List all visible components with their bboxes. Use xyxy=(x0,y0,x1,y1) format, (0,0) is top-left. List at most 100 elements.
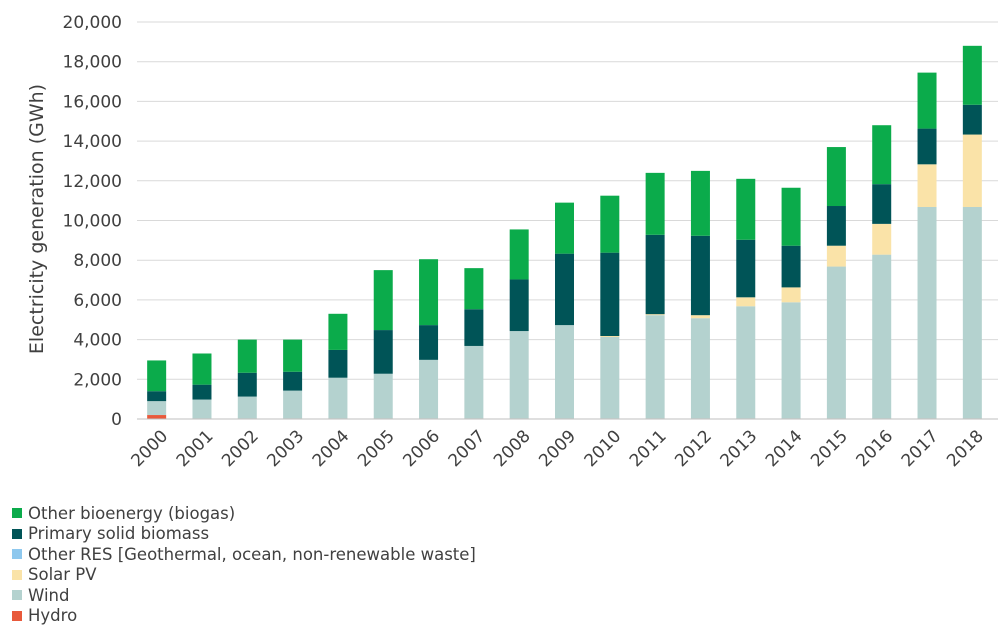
y-axis-title: Electricity generation (GWh) xyxy=(26,84,48,354)
bar-segment xyxy=(373,330,393,374)
y-tick-label: 2,000 xyxy=(73,370,122,390)
x-tick-label: 2004 xyxy=(309,426,354,471)
y-tick-label: 8,000 xyxy=(73,251,122,271)
x-tick-label: 2005 xyxy=(354,426,399,471)
legend-label: Primary solid biomass xyxy=(28,524,210,544)
x-tick-label: 2014 xyxy=(762,426,807,471)
legend-label: Solar PV xyxy=(28,565,97,585)
bar-segment xyxy=(147,391,167,402)
x-tick-label: 2002 xyxy=(218,426,263,471)
bar-segment xyxy=(283,390,303,419)
x-tick-label: 2000 xyxy=(127,426,172,471)
y-tick-label: 4,000 xyxy=(73,331,122,351)
x-tick-label: 2006 xyxy=(399,426,444,471)
bar-segment xyxy=(328,349,348,378)
y-tick-label: 20,000 xyxy=(63,13,122,33)
bar-segment xyxy=(555,325,574,419)
bar-segment xyxy=(192,353,212,385)
x-tick-label: 2016 xyxy=(853,426,898,471)
legend-item: Solar PV xyxy=(12,565,476,586)
bar-segment xyxy=(600,195,620,253)
bar-segment xyxy=(419,359,439,419)
bar-segment xyxy=(826,147,846,207)
bar-segment xyxy=(690,315,710,319)
bar-segment xyxy=(872,125,892,185)
bar-segment xyxy=(645,314,665,316)
x-tick-label: 2011 xyxy=(626,426,671,471)
bar-segment xyxy=(917,207,937,419)
bar-segment xyxy=(826,266,846,419)
legend-label: Wind xyxy=(28,585,70,605)
bar-segment xyxy=(464,268,484,310)
bar-segment xyxy=(917,72,937,129)
legend-item: Other RES [Geothermal, ocean, non-renewa… xyxy=(12,544,476,565)
legend-label: Other bioenergy (biogas) xyxy=(28,503,236,523)
bar-segment xyxy=(283,371,303,391)
legend-item: Other bioenergy (biogas) xyxy=(12,503,476,524)
y-tick-label: 0 xyxy=(111,410,122,430)
bar-segment xyxy=(872,223,892,255)
bar-segment xyxy=(509,331,529,419)
x-tick-label: 2009 xyxy=(535,426,580,471)
legend-swatch xyxy=(12,610,22,621)
bar-segment xyxy=(600,337,620,419)
legend-label: Other RES [Geothermal, ocean, non-renewa… xyxy=(28,544,476,564)
stacked-bar-chart: 0 2,000 4,000 6,000 8,000 10,000 12,000 14,000 1… xyxy=(26,13,998,471)
x-tick-label: 2013 xyxy=(717,426,762,471)
legend-swatch xyxy=(12,508,22,519)
bar-segment xyxy=(690,170,710,236)
chart-legend: Other bioenergy (biogas) Primary solid bi… xyxy=(12,503,476,626)
bar-segment xyxy=(192,399,212,419)
bar-segment xyxy=(781,245,801,288)
bar-segment xyxy=(962,134,982,208)
bar-segment xyxy=(962,104,982,135)
legend-swatch xyxy=(12,590,22,601)
bar-segment xyxy=(237,339,257,373)
bar-segment xyxy=(464,309,484,346)
bar-segment xyxy=(781,302,801,419)
x-tick-label: 2012 xyxy=(671,426,716,471)
bar-segment xyxy=(826,245,846,267)
bar-segment xyxy=(872,184,892,224)
bar-segment xyxy=(328,377,348,419)
bar-segment xyxy=(283,339,303,372)
bar-segment xyxy=(192,384,212,400)
bar-segment xyxy=(736,297,756,307)
bar-segment xyxy=(872,254,892,419)
y-tick-label: 16,000 xyxy=(63,92,122,112)
x-tick-label: 2008 xyxy=(490,426,535,471)
bar-segment xyxy=(917,128,937,165)
y-tick-label: 10,000 xyxy=(63,212,122,232)
bar-segment xyxy=(147,415,167,419)
bar-segment xyxy=(237,396,257,419)
bar-segment xyxy=(645,234,665,315)
bar-segment xyxy=(555,202,574,254)
legend-item: Primary solid biomass xyxy=(12,524,476,545)
y-tick-label: 14,000 xyxy=(63,132,122,152)
bar-segment xyxy=(419,325,439,360)
bar-segment xyxy=(147,401,167,416)
bar-segment xyxy=(373,270,393,331)
bar-segment xyxy=(962,45,982,105)
x-tick-label: 2007 xyxy=(445,426,490,471)
y-tick-label: 18,000 xyxy=(63,53,122,73)
legend-item: Hydro xyxy=(12,606,476,627)
x-tick-label: 2017 xyxy=(898,426,943,471)
bars xyxy=(147,45,982,419)
x-tick-label: 2018 xyxy=(943,426,988,471)
bar-segment xyxy=(509,279,529,332)
bar-segment xyxy=(509,229,529,280)
legend-swatch xyxy=(12,569,22,580)
legend-swatch xyxy=(12,549,22,560)
bar-segment xyxy=(736,178,756,240)
bar-segment xyxy=(555,253,574,326)
bar-segment xyxy=(917,164,937,208)
bar-segment xyxy=(419,259,439,326)
bar-segment xyxy=(147,360,167,392)
bar-segment xyxy=(328,313,348,350)
x-tick-label: 2010 xyxy=(581,426,626,471)
legend-swatch xyxy=(12,528,22,539)
x-tick-label: 2001 xyxy=(173,426,218,471)
x-tick-label: 2003 xyxy=(263,426,308,471)
legend-label: Hydro xyxy=(28,606,78,626)
